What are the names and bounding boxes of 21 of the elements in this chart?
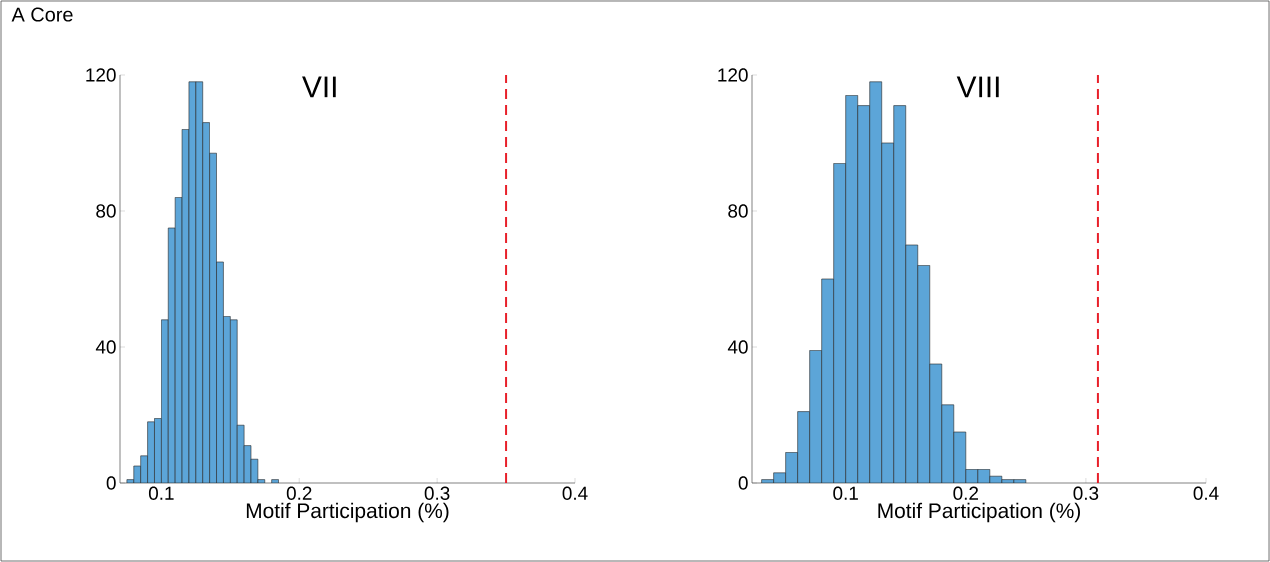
text: A Core [11, 7, 73, 22]
x-tick-label: 0.2 [286, 486, 312, 500]
x-tick-label: 0.1 [833, 486, 858, 500]
x-tick-label: 0.3 [1073, 486, 1099, 500]
y-tick-label: 120 [718, 68, 748, 82]
y-tick-label: 120 [86, 68, 116, 82]
x-tick-label: 0.4 [1193, 486, 1219, 500]
y-tick-label: 80 [728, 204, 748, 218]
chart-title: VII [302, 76, 336, 98]
y-tick-label: 0 [106, 476, 116, 490]
x-tick-label: 0.1 [148, 486, 174, 500]
x-axis-title: Motif Participation (%) [878, 502, 1080, 523]
x-tick-label: 0.3 [424, 486, 450, 500]
chart-title: VIII [956, 76, 999, 98]
y-tick-label: 0 [738, 476, 748, 490]
y-tick-label: 40 [727, 340, 748, 354]
y-tick-label: 80 [96, 204, 116, 218]
x-tick-label: 0.4 [562, 486, 588, 500]
y-tick-label: 40 [95, 340, 116, 354]
x-tick-label: 0.2 [953, 486, 979, 500]
x-axis-title: Motif Participation (%) [246, 502, 449, 523]
